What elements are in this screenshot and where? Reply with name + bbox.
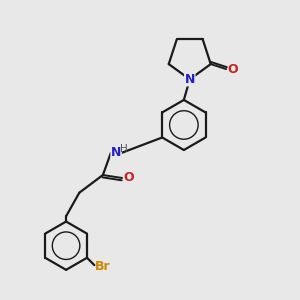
Text: N: N — [184, 73, 195, 86]
Text: Br: Br — [95, 260, 111, 273]
Text: O: O — [227, 63, 238, 76]
Text: O: O — [123, 172, 134, 184]
Text: N: N — [111, 146, 121, 159]
Text: H: H — [120, 144, 128, 154]
